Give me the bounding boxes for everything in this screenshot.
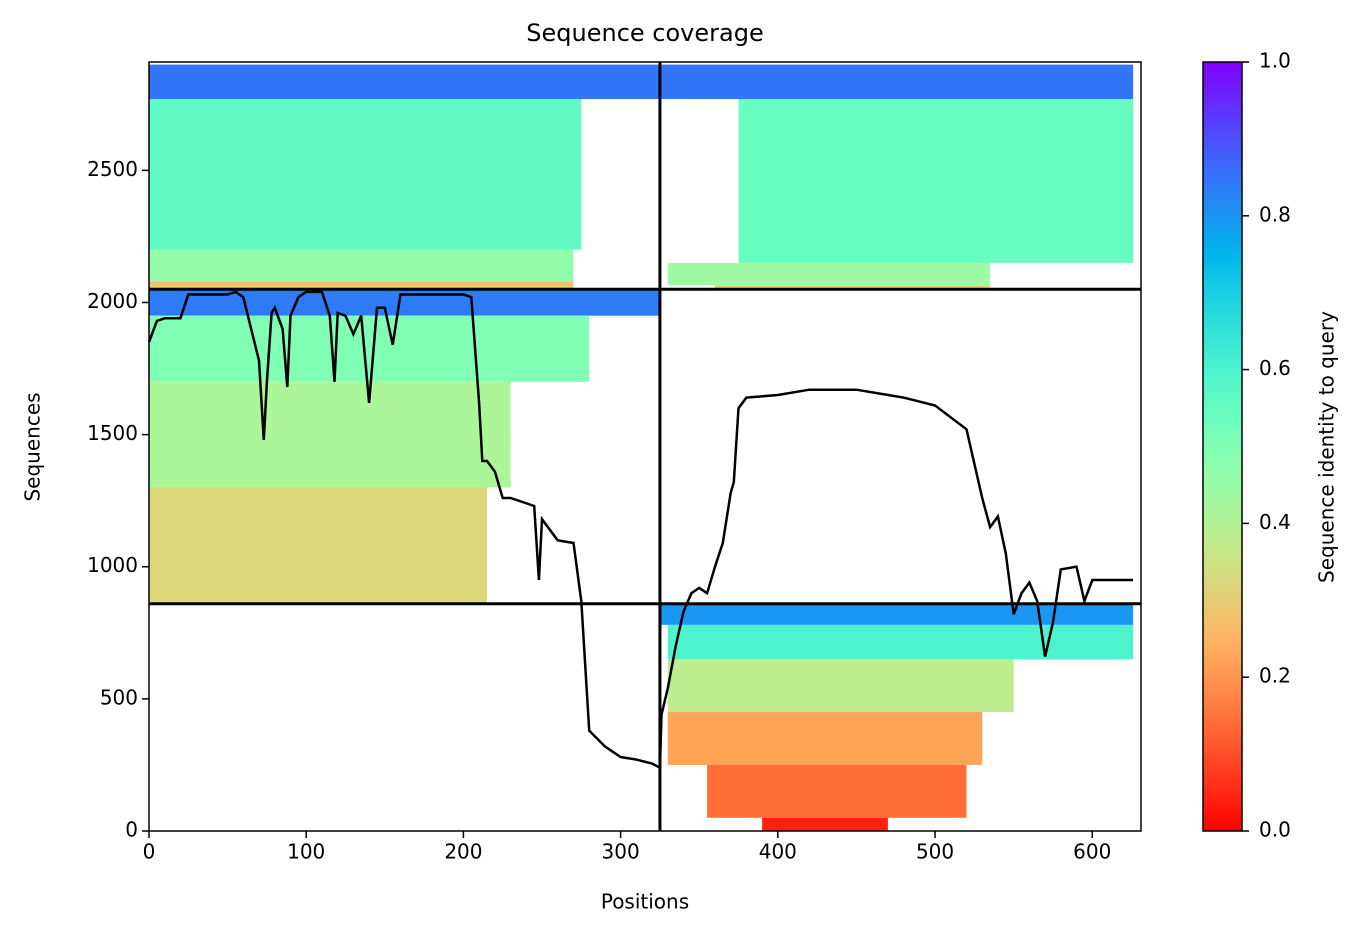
coverage-block: [149, 64, 660, 99]
coverage-block: [738, 98, 1134, 263]
y-tick-label: 1500: [87, 421, 138, 445]
coverage-block: [762, 817, 888, 831]
coverage-block: [149, 281, 574, 290]
coverage-block: [149, 98, 582, 250]
coverage-block: [667, 262, 991, 286]
coverage-block: [659, 603, 1134, 625]
x-tick-label: 200: [444, 840, 482, 864]
colorbar-tick-label: 1.0: [1259, 49, 1291, 73]
y-tick-label: 2500: [87, 157, 138, 181]
coverage-block: [667, 624, 1134, 660]
colorbar-tick-label: 0.0: [1259, 818, 1291, 842]
x-tick-label: 500: [916, 840, 954, 864]
y-tick-label: 0: [125, 818, 138, 842]
colorbar-label: Sequence identity to query: [1315, 311, 1339, 583]
x-tick-label: 300: [602, 840, 640, 864]
x-tick-label: 100: [287, 840, 325, 864]
colorbar-tick-label: 0.2: [1259, 664, 1291, 688]
x-tick-label: 400: [759, 840, 797, 864]
y-tick-label: 1000: [87, 553, 138, 577]
x-tick-label: 0: [143, 840, 156, 864]
x-tick-label: 600: [1073, 840, 1111, 864]
chart-title: Sequence coverage: [526, 19, 763, 47]
colorbar-tick-label: 0.8: [1259, 202, 1291, 226]
coverage-block: [149, 315, 590, 382]
coverage-block: [659, 64, 1134, 99]
colorbar-tick-label: 0.6: [1259, 356, 1291, 380]
coverage-block: [149, 249, 574, 282]
y-axis-label: Sequences: [21, 392, 45, 501]
colorbar: [1202, 61, 1243, 832]
coverage-block: [149, 289, 660, 316]
coverage-block: [714, 285, 991, 290]
coverage-block: [149, 487, 488, 604]
coverage-block: [149, 381, 511, 488]
x-axis-label: Positions: [601, 890, 689, 914]
coverage-line: [147, 290, 1134, 770]
y-tick-label: 500: [100, 685, 138, 709]
plot-frame: [148, 61, 1142, 832]
colorbar-tick-label: 0.4: [1259, 510, 1291, 534]
coverage-block: [667, 712, 983, 765]
coverage-block: [667, 659, 1014, 713]
y-tick-label: 2000: [87, 289, 138, 313]
coverage-block: [707, 764, 967, 818]
